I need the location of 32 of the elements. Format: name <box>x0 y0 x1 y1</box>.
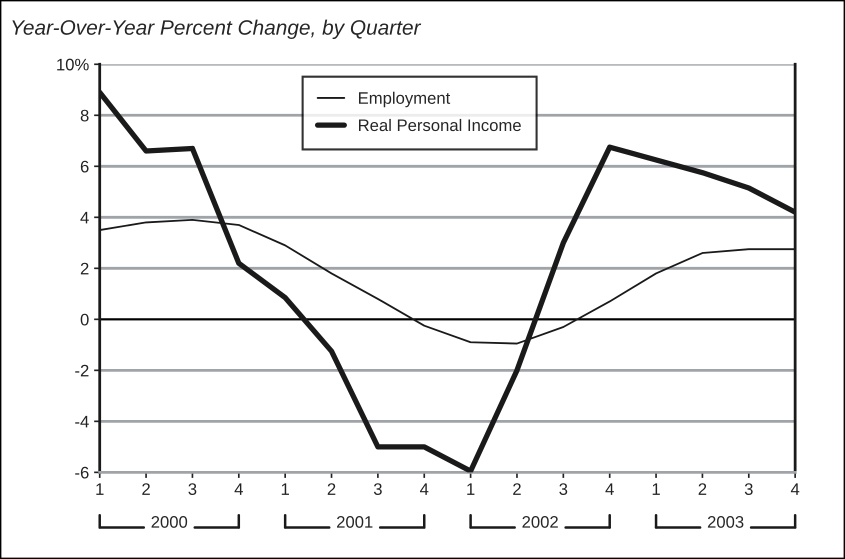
x-tick-label: 1 <box>652 483 660 495</box>
x-tick-label: 2 <box>513 483 521 495</box>
x-tick-label: 3 <box>188 483 196 496</box>
y-tick-label: 2 <box>80 262 88 274</box>
y-tick-label: 10% <box>57 58 89 70</box>
x-tick-label: 4 <box>605 483 614 495</box>
x-tick-label: 2 <box>328 483 336 495</box>
text: 2001 <box>337 516 372 528</box>
y-tick-label: 6 <box>80 160 89 173</box>
chart-title: Year-Over-Year Percent Change, by Quarter <box>12 20 422 39</box>
text: 2003 <box>708 516 744 528</box>
x-tick-label: 2 <box>698 483 706 495</box>
legend-label: Employment <box>358 92 450 108</box>
x-tick-label: 3 <box>559 483 568 496</box>
y-tick-label: 0 <box>80 314 89 326</box>
x-tick-label: 1 <box>467 483 474 495</box>
x-tick-label: 4 <box>234 483 243 495</box>
x-tick-label: 1 <box>282 483 289 495</box>
y-tick-label: -6 <box>75 466 89 479</box>
x-tick-label: 4 <box>420 483 428 495</box>
x-tick-label: 4 <box>790 483 800 495</box>
y-tick-label: 4 <box>80 212 89 224</box>
x-tick-label: 2 <box>142 483 150 495</box>
x-tick-label: 1 <box>96 483 104 495</box>
y-tick-label: 8 <box>80 110 89 122</box>
legend-label: Real Personal Income <box>358 118 521 132</box>
x-tick-label: 3 <box>374 483 382 496</box>
text: 2000 <box>152 516 188 528</box>
text: 2002 <box>522 516 558 528</box>
x-tick-label: 3 <box>744 483 753 496</box>
y-tick-label: -2 <box>75 364 88 376</box>
y-tick-label: -4 <box>75 416 89 428</box>
